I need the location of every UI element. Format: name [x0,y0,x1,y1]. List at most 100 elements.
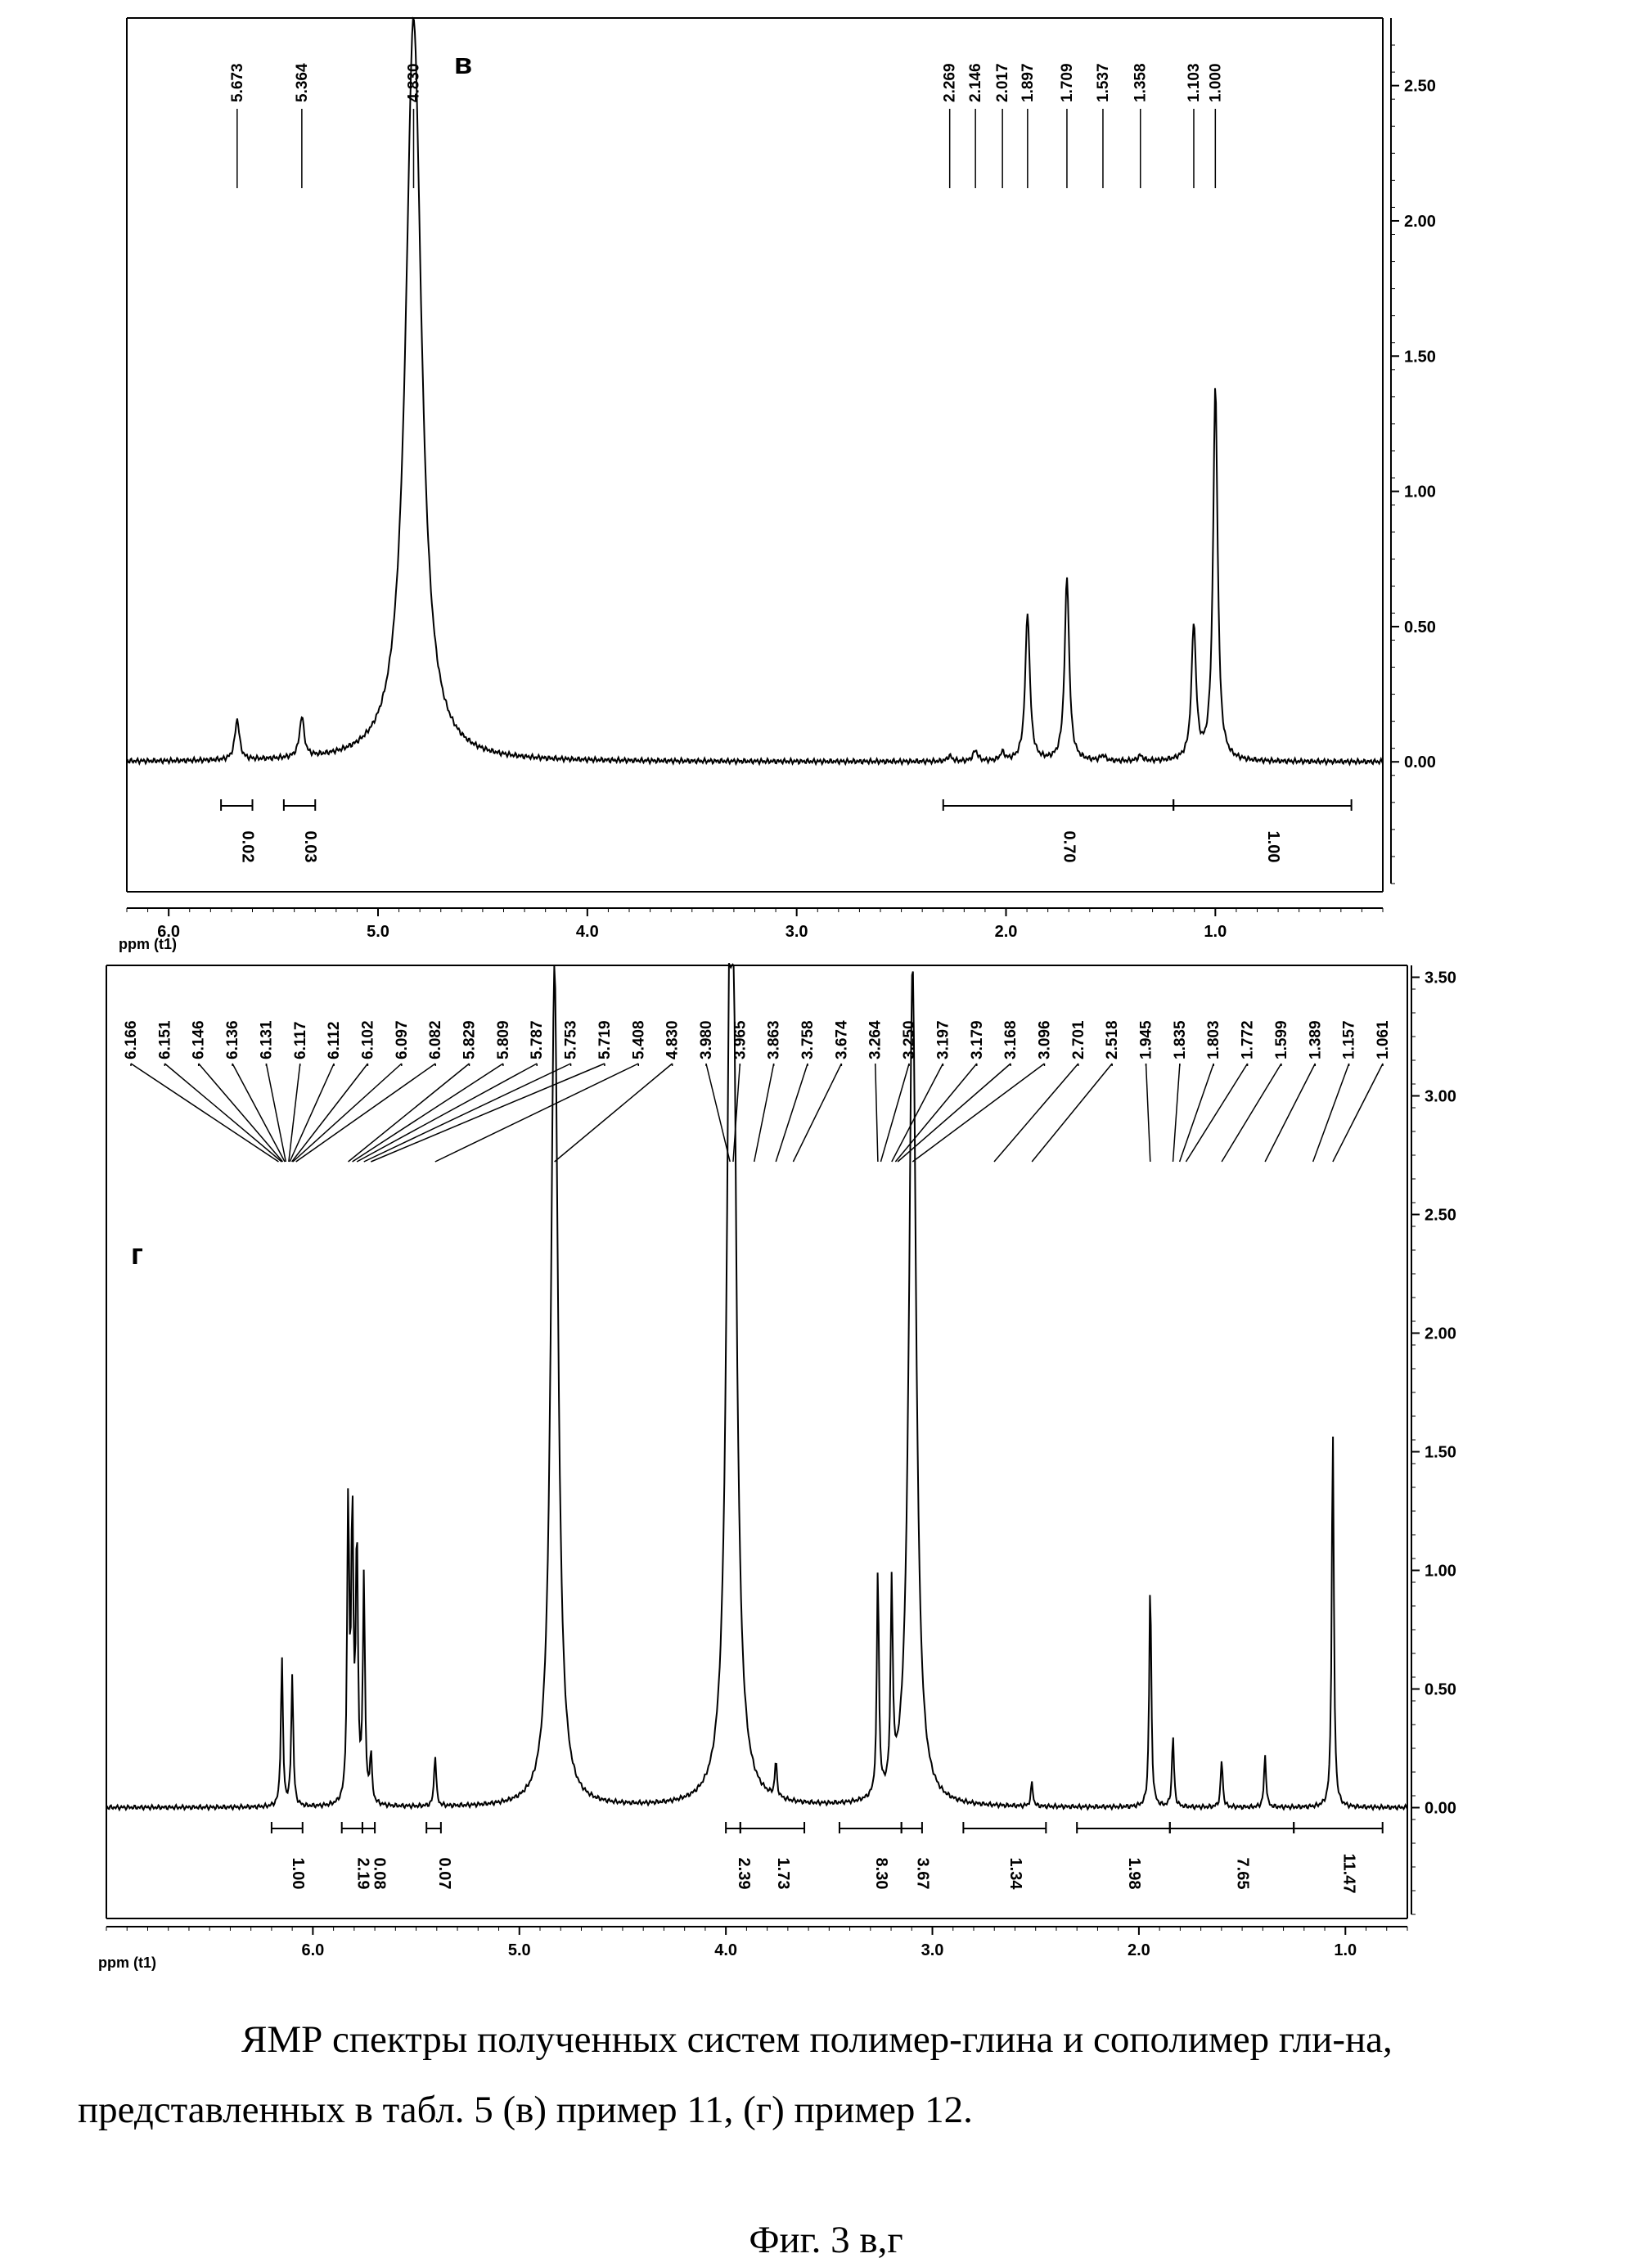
peak-label: 2.146 [967,63,984,102]
peak-label: 1.103 [1186,63,1203,102]
x-tick-label: 2.0 [1128,1941,1150,1959]
peak-connector [555,1064,673,1162]
peak-connector [733,1064,740,1162]
peak-label: 3.758 [799,1020,817,1059]
integral-value: 8.30 [872,1858,890,1890]
peak-connector [876,1064,878,1162]
spectrum-panel-г: 0.000.501.001.502.002.503.003.506.05.04.… [98,963,1456,1971]
peak-connector [994,1064,1078,1162]
x-axis-label: ppm (t1) [119,936,177,952]
integral-value: 0.70 [1060,831,1078,863]
peak-connector [371,1064,605,1162]
peak-connector [1313,1064,1349,1162]
peak-label: 3.965 [731,1020,749,1059]
peak-connector [706,1064,730,1162]
integral-value: 0.07 [435,1858,453,1890]
y-tick-label: 1.50 [1404,348,1436,366]
peak-connector [793,1064,841,1162]
peak-connector [892,1064,943,1162]
peak-label: 5.408 [630,1020,647,1059]
x-tick-label: 2.0 [995,923,1018,941]
integral-value: 1.34 [1006,1858,1024,1891]
peak-connector [289,1064,300,1162]
x-tick-label: 3.0 [785,923,808,941]
peak-connector [290,1064,334,1162]
peak-label: 3.197 [934,1020,952,1059]
peak-label: 4.830 [664,1020,682,1059]
peak-connector [1186,1064,1247,1162]
peak-connector [293,1064,402,1162]
peak-label: 5.673 [229,63,246,102]
x-tick-label: 5.0 [508,1941,531,1959]
peak-connector [266,1064,286,1162]
peak-label: 3.168 [1002,1020,1020,1059]
peak-label: 3.674 [833,1020,850,1059]
peak-label: 6.166 [123,1020,140,1059]
peak-connector [912,1064,1044,1162]
peak-connector [1333,1064,1383,1162]
peak-connector [895,1064,976,1162]
peak-connector [776,1064,808,1162]
peak-label: 6.097 [394,1020,411,1059]
integral-value: 1.00 [289,1858,307,1890]
y-tick-label: 3.00 [1425,1088,1456,1106]
peak-label: 1.389 [1307,1020,1324,1059]
spectrum-panel-в: 0.000.501.001.502.002.506.05.04.03.02.01… [119,18,1436,952]
peak-label: 1.157 [1341,1020,1358,1059]
integral-value: 7.65 [1233,1858,1251,1890]
y-tick-label: 3.50 [1425,969,1456,987]
x-tick-label: 1.0 [1334,1941,1357,1959]
peak-label: 2.017 [994,63,1011,102]
y-tick-label: 2.00 [1404,213,1436,231]
peak-connector [1180,1064,1214,1162]
peak-connector [164,1064,281,1162]
spectrum-trace [127,19,1383,764]
y-tick-label: 2.00 [1425,1325,1456,1343]
peak-label: 6.112 [326,1022,343,1060]
peak-label: 2.701 [1070,1020,1087,1059]
peak-connector [131,1064,278,1162]
y-tick-label: 0.50 [1404,618,1436,636]
peak-label: 3.250 [901,1020,918,1059]
y-tick-label: 0.00 [1425,1800,1456,1818]
peak-label: 6.082 [427,1020,444,1059]
peak-label: 6.131 [258,1020,275,1059]
peak-connector [1173,1064,1180,1162]
integral-value: 1.73 [774,1858,792,1890]
peak-label: 1.709 [1059,63,1076,102]
peak-label: 1.537 [1095,63,1112,102]
peak-label: 2.518 [1104,1020,1121,1059]
integral-value: 3.67 [913,1858,931,1890]
peak-label: 5.364 [294,63,311,102]
integral-value: 2.19 [353,1858,371,1890]
peak-label: 1.000 [1207,63,1224,102]
integral-value: 0.02 [238,831,256,863]
peak-connector [1032,1064,1112,1162]
peak-label: 3.264 [867,1020,885,1059]
integral-value: 0.08 [371,1858,389,1890]
y-tick-label: 1.50 [1425,1444,1456,1462]
peak-connector [353,1064,503,1162]
integral-value: 11.47 [1339,1854,1357,1894]
spectrum-trace [106,963,1407,1810]
peak-label: 3.863 [766,1020,783,1059]
integral-value: 1.98 [1125,1858,1143,1890]
peak-label: 1.945 [1138,1020,1155,1059]
x-tick-label: 1.0 [1204,923,1227,941]
y-tick-label: 1.00 [1425,1563,1456,1581]
y-tick-label: 0.50 [1425,1681,1456,1699]
peak-label: 3.980 [698,1020,715,1059]
peak-label: 2.269 [942,63,959,102]
peak-label: 1.599 [1273,1020,1290,1059]
integral-value: 0.03 [301,831,319,863]
peak-label: 5.809 [495,1020,512,1059]
peak-label: 1.772 [1240,1020,1257,1059]
y-tick-label: 1.00 [1404,484,1436,502]
peak-label: 1.835 [1172,1020,1189,1059]
x-tick-label: 3.0 [921,1941,944,1959]
peak-connector [754,1064,774,1162]
peak-label: 1.061 [1375,1020,1392,1059]
integral-value: 2.39 [735,1858,753,1890]
peak-connector [880,1064,909,1162]
x-axis-label: ppm (t1) [98,1954,156,1971]
